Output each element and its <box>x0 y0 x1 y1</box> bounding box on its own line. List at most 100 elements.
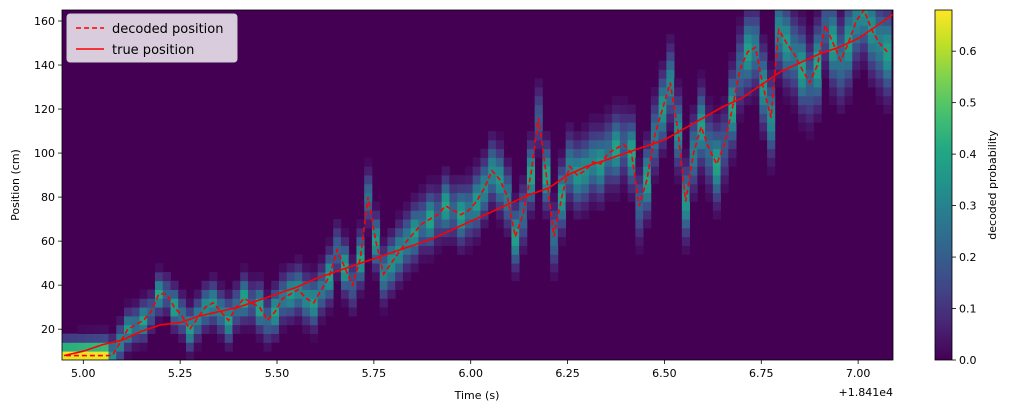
heatmap-cell <box>658 148 667 158</box>
heatmap-cell <box>689 131 698 141</box>
heatmap-cell <box>426 192 435 202</box>
heatmap-cell <box>743 78 752 88</box>
heatmap-cell <box>123 351 133 360</box>
heatmap-cell <box>433 183 443 194</box>
heatmap-cell <box>643 192 652 202</box>
heatmap-cell <box>573 148 582 158</box>
heatmap-cell <box>875 16 884 26</box>
heatmap-cell <box>379 245 388 255</box>
heatmap-cell <box>790 95 799 106</box>
heatmap-cell <box>689 192 698 202</box>
heatmap-cell <box>325 236 334 246</box>
heatmap-cell <box>658 78 667 88</box>
heatmap-cell <box>759 104 768 114</box>
heatmap-cell <box>317 298 326 308</box>
heatmap-cell <box>302 271 311 282</box>
heatmap-cell <box>681 183 691 194</box>
heatmap-cell <box>627 131 636 141</box>
series-lines <box>63 10 893 357</box>
heatmap-cell <box>294 254 303 264</box>
heatmap-cell <box>798 10 807 18</box>
heatmap-cell <box>495 192 505 202</box>
heatmap-cell <box>883 43 892 53</box>
heatmap-cell <box>674 104 683 114</box>
heatmap-cell <box>736 113 745 123</box>
heatmap-cell <box>69 333 78 343</box>
heatmap-cell <box>77 333 86 343</box>
heatmap-cell <box>852 10 861 18</box>
heatmap-cell <box>619 113 629 123</box>
heatmap-cell <box>689 113 698 123</box>
heatmap-cell <box>844 60 853 70</box>
heatmap-cell <box>263 315 272 326</box>
heatmap-cell <box>457 192 466 202</box>
colorbar-tick-label: 0.3 <box>959 200 977 213</box>
heatmap-cell <box>852 60 861 70</box>
heatmap-cell <box>224 298 233 308</box>
heatmap-cell <box>325 289 334 299</box>
y-tick-label: 100 <box>34 147 55 160</box>
heatmap-cell <box>736 95 745 106</box>
heatmap-cell <box>216 315 226 326</box>
heatmap-cell <box>697 157 706 167</box>
heatmap-cell <box>402 201 412 211</box>
heatmap-cell <box>844 78 853 88</box>
heatmap-cell <box>759 60 768 70</box>
heatmap-cell <box>255 333 264 343</box>
colorbar-tick-label: 0.4 <box>959 148 977 161</box>
heatmap-cell <box>875 69 884 79</box>
heatmap-cell <box>85 351 94 360</box>
heatmap-cell <box>689 104 698 114</box>
heatmap-cell <box>526 201 536 211</box>
heatmap-cell <box>697 122 706 132</box>
heatmap-cell <box>674 148 683 158</box>
heatmap-cell <box>813 69 822 79</box>
heatmap-cell <box>588 139 598 150</box>
heatmap-cell <box>472 166 481 176</box>
heatmap-cell <box>720 113 729 123</box>
colorbar-gradient <box>934 9 953 361</box>
heatmap-cell <box>643 157 652 167</box>
heatmap-cell <box>581 131 590 141</box>
heatmap-cell <box>674 175 683 185</box>
heatmap-cell <box>185 324 195 334</box>
heatmap-cell <box>681 236 691 246</box>
heatmap-cell <box>588 148 598 158</box>
heatmap-cell <box>139 315 148 326</box>
heatmap-cell <box>550 254 559 264</box>
heatmap-cell <box>596 148 605 158</box>
heatmap-cell <box>798 60 807 70</box>
heatmap-cell <box>526 210 536 220</box>
heatmap-cell <box>782 69 791 79</box>
heatmap-cell <box>550 201 559 211</box>
heatmap-cell <box>542 157 551 167</box>
heatmap-cell <box>728 122 737 132</box>
heatmap-cell <box>805 131 814 141</box>
heatmap-cell <box>743 43 752 53</box>
heatmap-cell <box>681 175 691 185</box>
heatmap-cell <box>356 280 365 290</box>
heatmap-cell <box>495 183 505 194</box>
heatmap-cell <box>573 201 582 211</box>
heatmap-cell <box>154 271 164 282</box>
heatmap-cell <box>441 219 450 229</box>
heatmap-cell <box>743 95 752 106</box>
heatmap-cell <box>123 307 133 317</box>
heatmap-cell <box>154 263 164 273</box>
heatmap-cell <box>116 315 125 326</box>
heatmap-cell <box>767 139 776 150</box>
heatmap-cell <box>395 263 404 273</box>
heatmap-cell <box>619 95 629 106</box>
heatmap-cell <box>557 219 567 229</box>
heatmap-cell <box>503 183 512 194</box>
heatmap-cell <box>565 201 574 211</box>
heatmap-cell <box>224 307 233 317</box>
heatmap <box>62 10 892 360</box>
heatmap-cell <box>402 263 412 273</box>
heatmap-cell <box>240 280 249 290</box>
x-tick-label: 6.00 <box>458 367 483 380</box>
y-axis: 20 40 60 80 100 120 140 160 <box>34 15 62 336</box>
heatmap-cell <box>302 315 311 326</box>
heatmap-cell <box>255 315 264 326</box>
heatmap-cell <box>883 60 892 70</box>
